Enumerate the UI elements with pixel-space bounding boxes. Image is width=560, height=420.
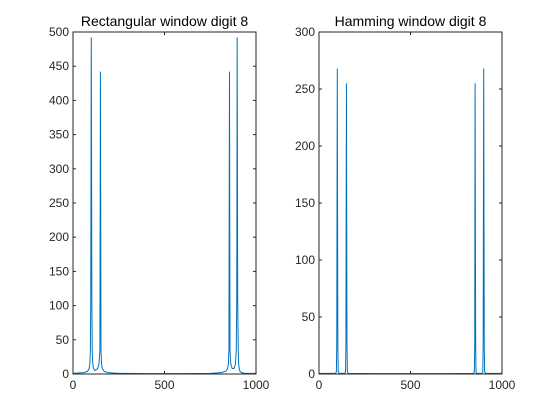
- hamming-y-tick-label: 250: [295, 82, 315, 96]
- rectangular-y-tick-label: 300: [49, 162, 69, 176]
- rectangular-x-tick-label: 1000: [243, 378, 270, 392]
- hamming-x-tick-label: 500: [400, 378, 420, 392]
- rectangular-window-panel: Rectangular window digit 8 0 500 1000 0 50 100…: [49, 13, 270, 392]
- rectangular-y-tick-label: 350: [49, 128, 69, 142]
- rectangular-y-tick-label: 250: [49, 196, 69, 210]
- hamming-x-tick-label: 0: [316, 378, 323, 392]
- hamming-y-tick-label: 300: [295, 25, 315, 39]
- rectangular-y-tick-label: 50: [56, 333, 70, 347]
- rectangular-chart-title: Rectangular window digit 8: [81, 13, 249, 29]
- hamming-y-tick-label: 100: [295, 253, 315, 267]
- rectangular-spectrum-line-0: [73, 37, 256, 374]
- rectangular-y-tick-label: 450: [49, 59, 69, 73]
- hamming-spectrum-line-0: [319, 68, 502, 374]
- hamming-y-tick-label: 200: [295, 139, 315, 153]
- rectangular-y-tick-label: 150: [49, 264, 69, 278]
- rectangular-y-tick-label: 100: [49, 299, 69, 313]
- rectangular-x-tick-label: 500: [154, 378, 174, 392]
- rectangular-x-tick-label: 0: [70, 378, 77, 392]
- hamming-y-tick-label: 150: [295, 196, 315, 210]
- hamming-chart-title: Hamming window digit 8: [335, 13, 487, 29]
- hamming-window-panel: Hamming window digit 8 0 500 1000 0 50 100 150 2…: [295, 13, 516, 392]
- rectangular-y-tick-label: 0: [62, 367, 69, 381]
- hamming-y-tick-label: 50: [302, 310, 316, 324]
- hamming-x-tick-label: 1000: [489, 378, 516, 392]
- rectangular-y-tick-label: 400: [49, 93, 69, 107]
- rectangular-y-tick-label: 200: [49, 230, 69, 244]
- hamming-y-tick-label: 0: [308, 367, 315, 381]
- rectangular-y-tick-label: 500: [49, 25, 69, 39]
